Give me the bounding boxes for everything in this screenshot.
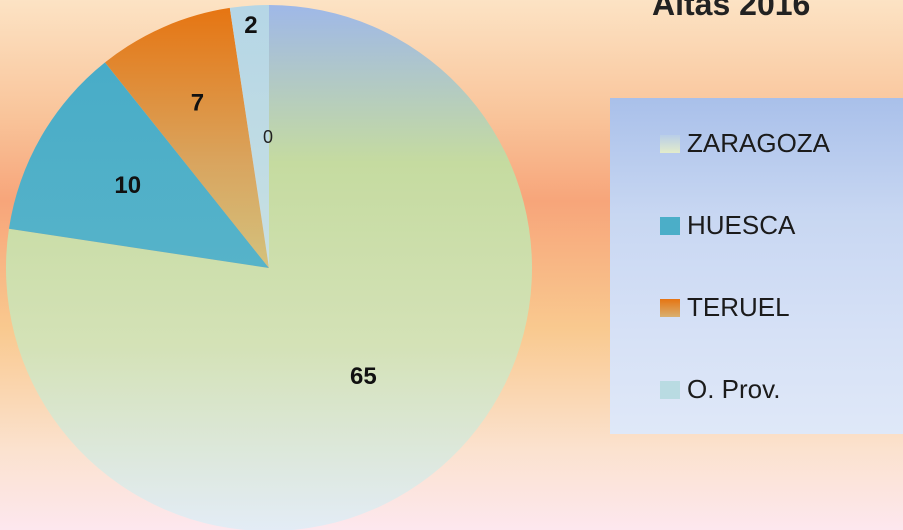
pie-slice-oprov	[229, 5, 269, 268]
legend-swatch-huesca	[660, 216, 680, 235]
legend-label-zaragoza: ZARAGOZA	[687, 128, 831, 158]
pie-slice-teruel	[105, 7, 269, 268]
legend-label-oprov: O. Prov.	[687, 374, 781, 404]
data-label-oprov: 2	[244, 12, 257, 39]
legend-item-teruel: TERUEL	[660, 292, 790, 323]
pie-slice-huesca	[8, 62, 269, 268]
legend-item-huesca: HUESCA	[660, 210, 795, 241]
chart-title: Altas 2016	[652, 0, 811, 22]
legend-swatch-oprov	[660, 380, 680, 399]
legend-swatch-zaragoza	[660, 134, 680, 153]
data-label-huesca: 10	[114, 172, 141, 199]
legend-label-huesca: HUESCA	[687, 210, 796, 240]
data-label-zaragoza: 65	[350, 363, 377, 390]
legend-item-oprov: O. Prov.	[660, 374, 780, 405]
legend-label-teruel: TERUEL	[687, 292, 790, 322]
data-label-zero: 0	[263, 127, 273, 147]
chart-legend: ZARAGOZA HUESCA TERUEL O. Prov.	[610, 98, 903, 434]
legend-item-zaragoza: ZARAGOZA	[660, 128, 830, 159]
legend-swatch-teruel	[660, 298, 680, 317]
pie-slice-zaragoza	[6, 5, 532, 530]
data-label-teruel: 7	[191, 89, 204, 116]
